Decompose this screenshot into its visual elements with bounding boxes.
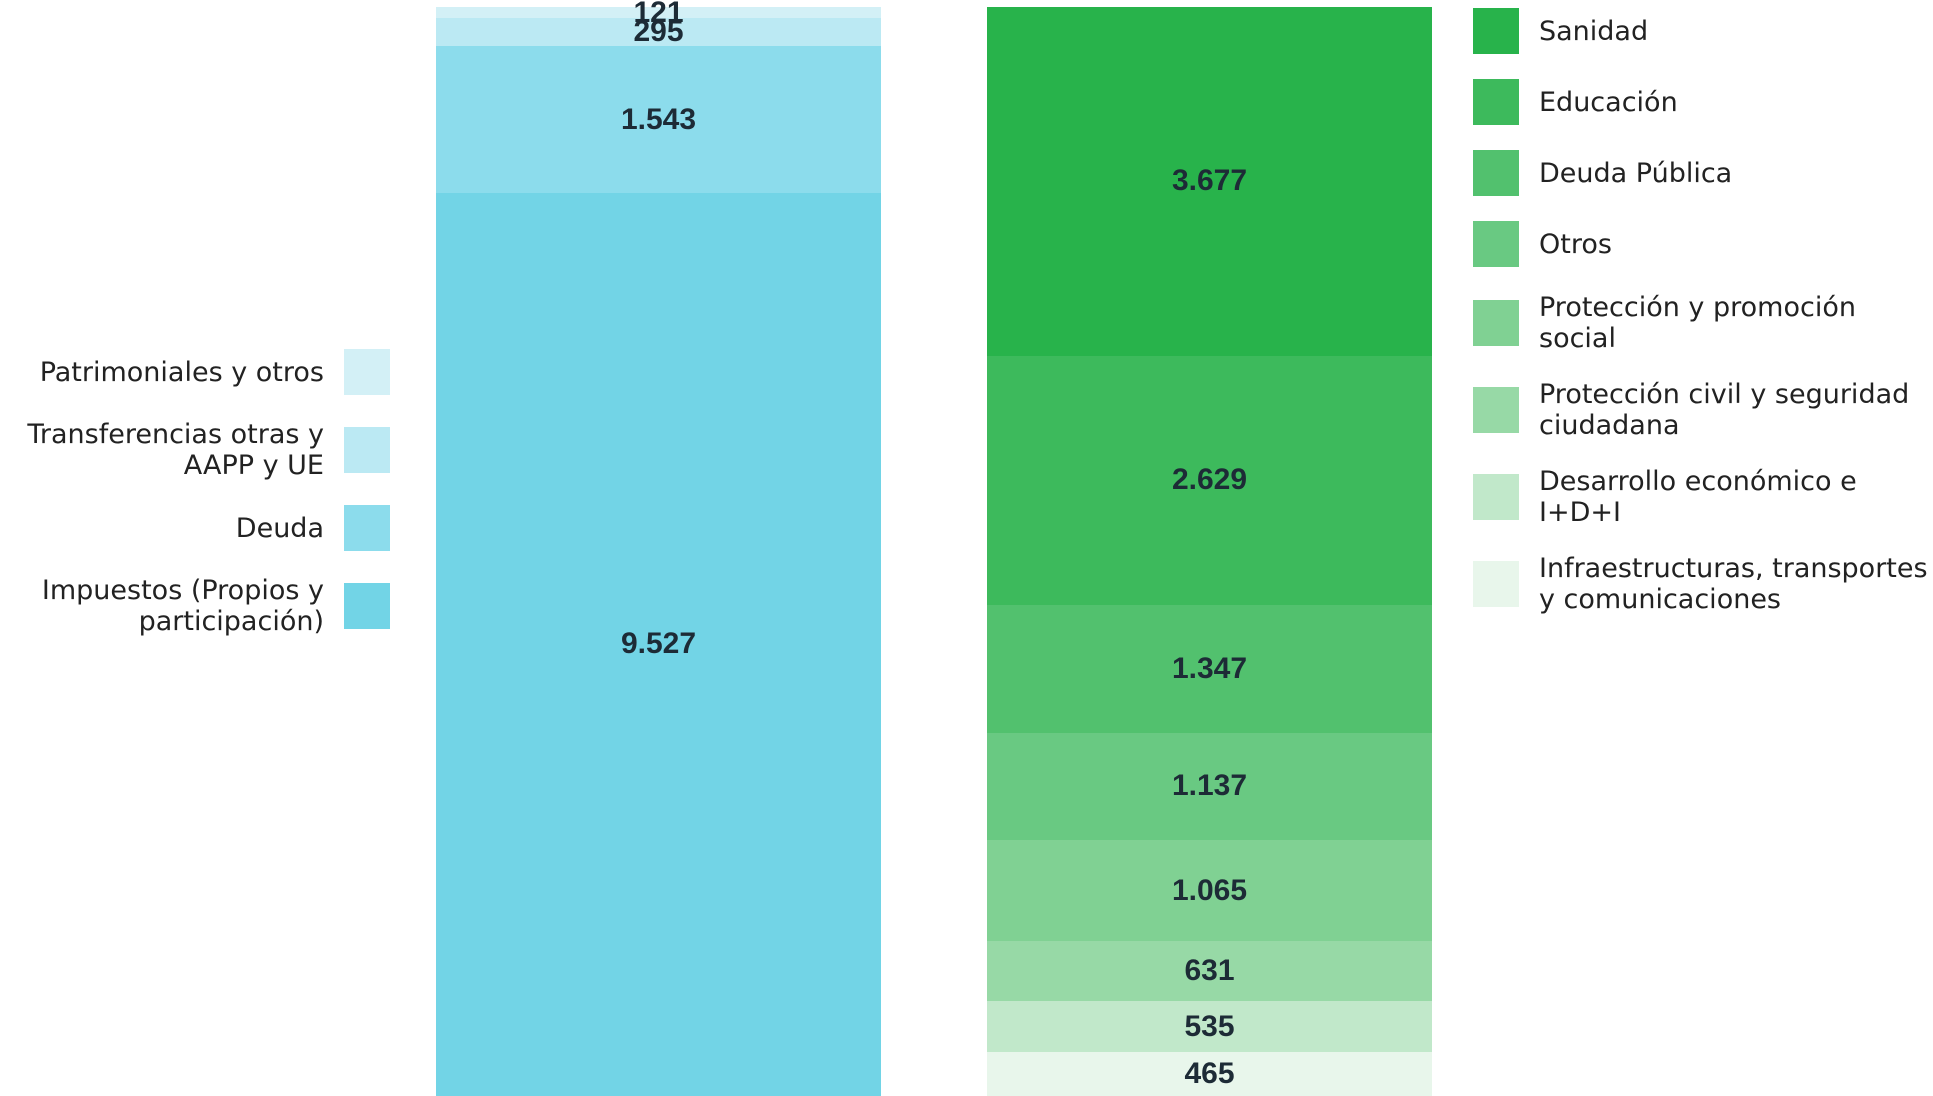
legend-swatch — [344, 583, 390, 629]
legend-label: Transferencias otras y AAPP y UE — [27, 419, 324, 481]
legend-item: Otros — [1473, 221, 1933, 267]
legend-swatch — [1473, 387, 1519, 433]
bar-segment: 535 — [987, 1001, 1432, 1052]
legend-swatch — [1473, 8, 1519, 54]
legend-label: Patrimoniales y otros — [39, 356, 324, 388]
bar-segment: 9.527 — [436, 192, 881, 1096]
legend-item: Deuda Pública — [1473, 150, 1933, 196]
legend-item: Infraestructuras, transportes y comunica… — [1473, 553, 1933, 615]
legend-swatch — [1473, 79, 1519, 125]
bar-segment: 121 — [436, 0, 881, 29]
legend-item: Transferencias otras y AAPP y UE — [0, 419, 390, 481]
legend-item: Protección y promoción social — [1473, 292, 1933, 354]
legend-label: Otros — [1539, 228, 1612, 260]
legend-item: Protección civil y seguridad ciudadana — [1473, 379, 1933, 441]
legend-label: Deuda — [235, 512, 324, 544]
bar-segment: 3.677 — [987, 7, 1432, 356]
legend-swatch — [1473, 561, 1519, 607]
legend-label: Desarrollo económico e I+D+I — [1539, 466, 1857, 528]
bar-segment: 1.065 — [987, 840, 1432, 942]
bar-segment: 1.137 — [987, 732, 1432, 841]
bar-segment: 1.347 — [987, 604, 1432, 733]
legend-item: Desarrollo económico e I+D+I — [1473, 466, 1933, 528]
value-label: 535 — [1184, 1009, 1235, 1043]
value-label: 1.347 — [1171, 651, 1248, 685]
legend-swatch — [344, 427, 390, 473]
legend-item: Patrimoniales y otros — [0, 349, 390, 395]
legend-label: Impuestos (Propios y participación) — [41, 575, 324, 637]
value-label: 465 — [1184, 1056, 1235, 1090]
bar-segment: 295 — [436, 15, 881, 49]
legend-label: Deuda Pública — [1539, 157, 1733, 189]
legend: Patrimoniales y otros Transferencias otra… — [0, 349, 390, 637]
legend-label: Educación — [1539, 86, 1678, 118]
legend-swatch — [1473, 474, 1519, 520]
value-label: 2.629 — [1171, 463, 1248, 497]
bar-segment: 2.629 — [987, 355, 1432, 605]
value-label: 1.543 — [620, 102, 697, 136]
legend-label: Protección y promoción social — [1539, 292, 1856, 354]
value-label: 1.137 — [1171, 769, 1248, 803]
legend-label: Sanidad — [1539, 15, 1649, 47]
legend-label: Infraestructuras, transportes y comunica… — [1539, 553, 1928, 615]
legend-item: Impuestos (Propios y participación) — [0, 575, 390, 637]
legend-swatch — [344, 349, 390, 395]
legend-item: Educación — [1473, 79, 1933, 125]
bar-segment: 465 — [987, 1051, 1432, 1096]
legend: Sanidad Educación Deuda Pública Otros Protec… — [1473, 8, 1933, 615]
bar-segment: 1.543 — [436, 46, 881, 193]
value-label: 121 — [633, 0, 684, 29]
value-label: 9.527 — [620, 627, 697, 661]
value-label: 1.065 — [1171, 873, 1248, 907]
legend-label: Protección civil y seguridad ciudadana — [1539, 379, 1910, 441]
value-label: 295 — [633, 15, 684, 49]
legend-item: Sanidad — [1473, 8, 1933, 54]
legend-swatch — [344, 505, 390, 551]
legend-item: Deuda — [0, 505, 390, 551]
legend-swatch — [1473, 300, 1519, 346]
value-label: 631 — [1184, 954, 1235, 988]
legend-swatch — [1473, 221, 1519, 267]
value-label: 3.677 — [1171, 164, 1248, 198]
legend-swatch — [1473, 150, 1519, 196]
bar-segment: 631 — [987, 941, 1432, 1002]
